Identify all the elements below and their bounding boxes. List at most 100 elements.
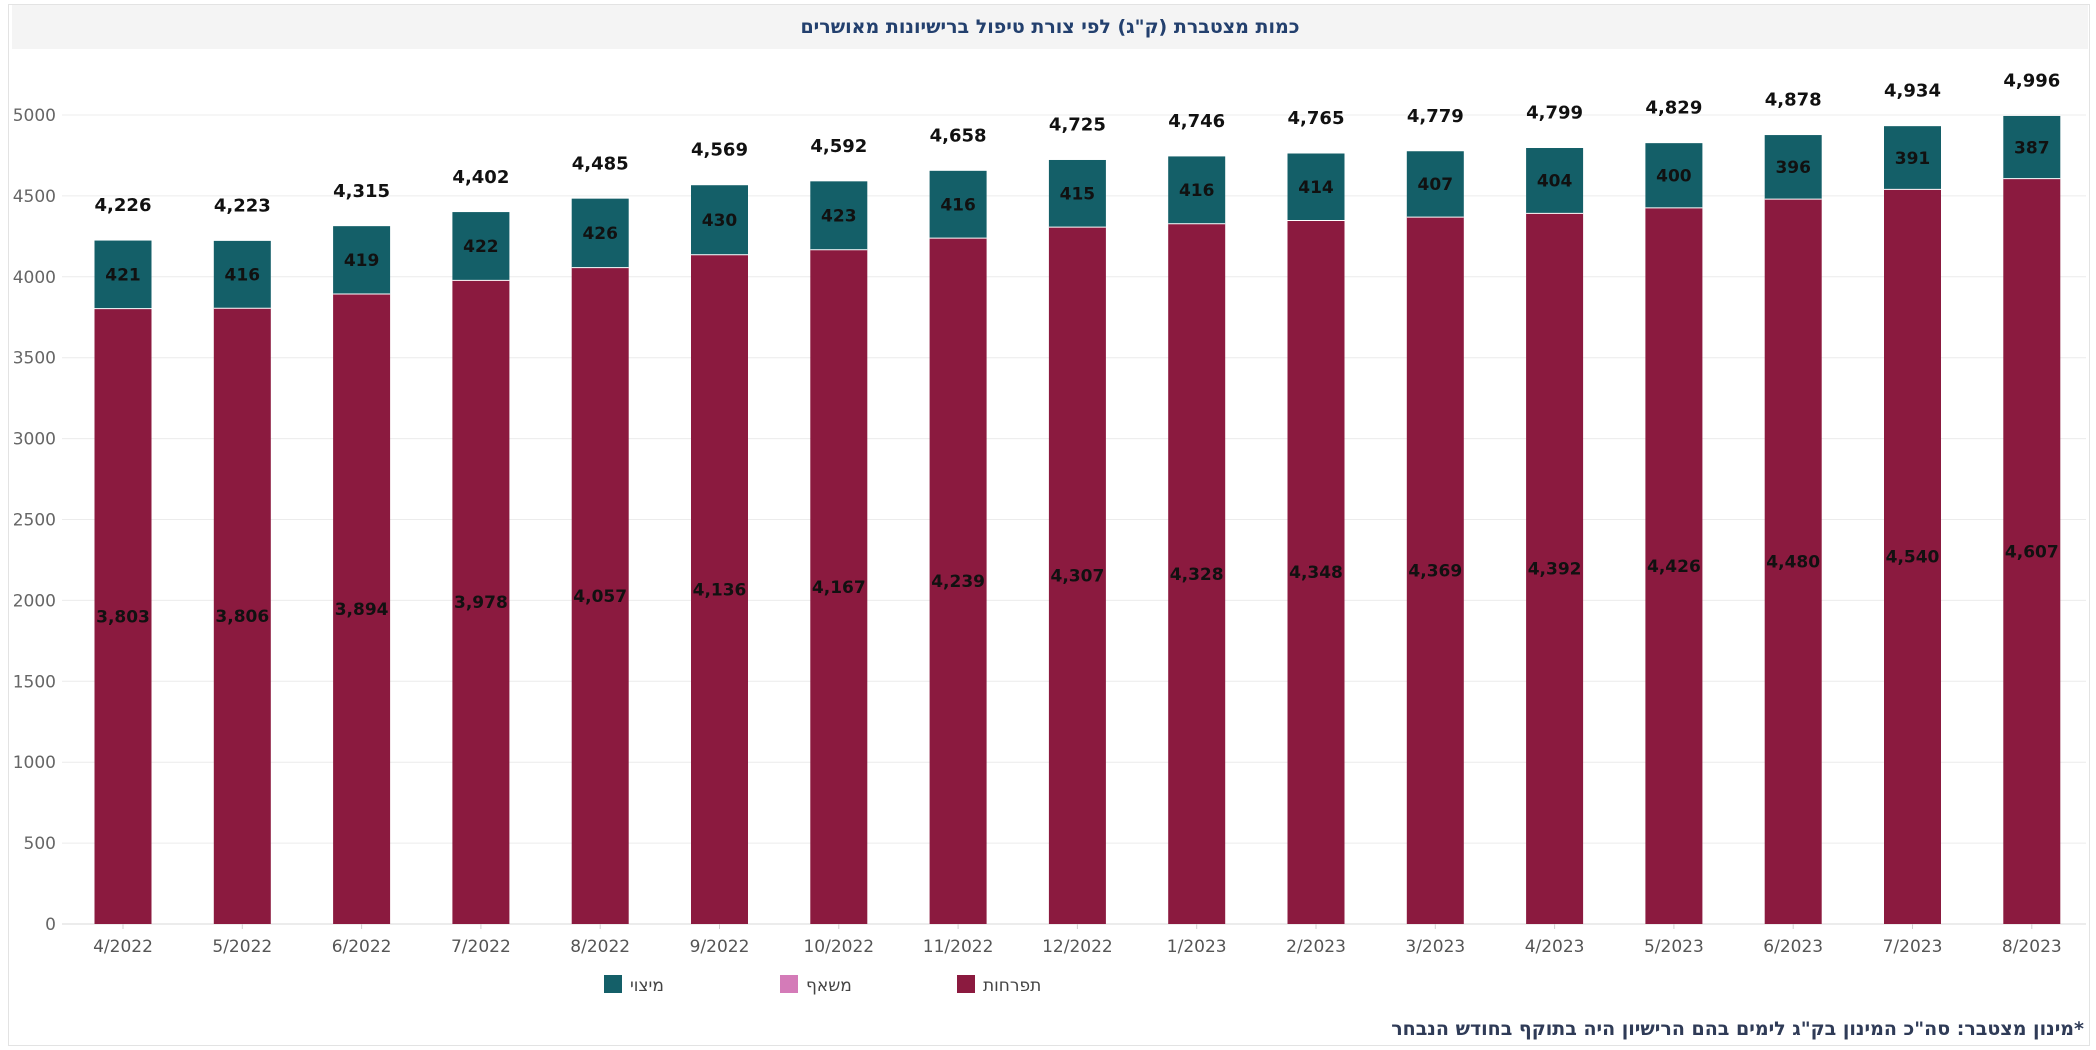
legend-item[interactable]: משאף xyxy=(780,975,852,996)
total-value-label: 4,223 xyxy=(214,196,271,217)
bar-segment[interactable] xyxy=(571,267,629,924)
total-value-label: 4,315 xyxy=(333,181,390,202)
x-tick-label: 6/2022 xyxy=(332,937,392,957)
y-tick-label: 2000 xyxy=(13,591,56,611)
x-tick-label: 2/2023 xyxy=(1286,937,1346,957)
total-value-label: 4,934 xyxy=(1884,81,1941,102)
x-tick-label: 1/2023 xyxy=(1167,937,1227,957)
bar-segment[interactable] xyxy=(1526,148,1584,214)
bar-segment[interactable] xyxy=(333,293,391,924)
segment-value-label: 391 xyxy=(1895,149,1931,169)
x-tick-label: 5/2022 xyxy=(212,937,272,957)
bar-segment[interactable] xyxy=(1287,220,1345,925)
bar-segment[interactable] xyxy=(1645,143,1703,208)
bar-segment[interactable] xyxy=(1764,199,1822,925)
segment-value-label: 3,803 xyxy=(96,607,150,627)
y-tick-label: 4500 xyxy=(13,187,56,207)
segment-value-label: 4,426 xyxy=(1647,557,1701,577)
y-tick-label: 3000 xyxy=(13,430,56,450)
total-value-label: 4,569 xyxy=(691,140,748,161)
segment-value-label: 4,540 xyxy=(1886,548,1940,568)
segment-value-label: 3,978 xyxy=(454,593,508,613)
segment-value-label: 416 xyxy=(1179,181,1215,201)
total-value-label: 4,996 xyxy=(2003,71,2060,92)
y-tick-label: 1000 xyxy=(13,753,56,773)
x-tick-label: 12/2022 xyxy=(1042,937,1113,957)
legend-label: מיצוי xyxy=(630,976,664,996)
bar-segment[interactable] xyxy=(691,254,748,925)
bar-segment[interactable] xyxy=(213,308,271,924)
segment-value-label: 4,348 xyxy=(1289,563,1343,583)
total-value-label: 4,829 xyxy=(1645,98,1702,119)
legend-item[interactable]: מיצוי xyxy=(604,975,664,996)
chart-title: כמות מצטברת (ק"ג) לפי צורת טיפול ברישיונ… xyxy=(800,16,1300,38)
bar-segment[interactable] xyxy=(2003,115,2061,179)
x-tick-label: 7/2023 xyxy=(1883,937,1943,957)
bar-segment[interactable] xyxy=(2003,178,2061,924)
legend-item[interactable]: תפרחות xyxy=(957,975,1041,996)
bar-segment[interactable] xyxy=(1645,207,1703,925)
bar-segment[interactable] xyxy=(452,280,510,924)
segment-value-label: 415 xyxy=(1060,185,1096,205)
bars xyxy=(94,115,2061,925)
bar-segment[interactable] xyxy=(333,226,391,294)
segment-value-label: 387 xyxy=(2014,138,2050,158)
legend[interactable]: מיצוי משאף תפרחות xyxy=(604,975,1041,996)
segment-value-label: 4,369 xyxy=(1408,562,1462,582)
y-tick-label: 5000 xyxy=(13,106,56,126)
legend-swatch xyxy=(957,975,975,993)
bar-segment[interactable] xyxy=(1884,189,1941,925)
bar-segment[interactable] xyxy=(1884,126,1941,190)
segment-value-label: 404 xyxy=(1537,172,1573,192)
bar-segment[interactable] xyxy=(1526,213,1584,925)
bar-segment[interactable] xyxy=(94,240,152,309)
segment-value-label: 423 xyxy=(821,207,857,227)
legend-swatch xyxy=(780,975,798,993)
bar-segment[interactable] xyxy=(1406,217,1464,924)
segment-value-label: 4,136 xyxy=(693,580,747,600)
segment-value-label: 407 xyxy=(1418,175,1454,195)
bar-segment[interactable] xyxy=(810,249,868,924)
x-tick-label: 9/2022 xyxy=(690,937,750,957)
y-tick-label: 3500 xyxy=(13,349,56,369)
legend-label: משאף xyxy=(806,976,852,996)
total-value-label: 4,765 xyxy=(1288,108,1345,129)
bar-segment[interactable] xyxy=(1406,151,1464,218)
total-value-label: 4,779 xyxy=(1407,106,1464,127)
segment-value-label: 416 xyxy=(225,266,261,286)
y-tick-label: 2500 xyxy=(13,511,56,531)
bar-segment[interactable] xyxy=(691,185,748,255)
bar-segment[interactable] xyxy=(213,240,271,309)
x-tick-label: 10/2022 xyxy=(803,937,874,957)
y-tick-label: 0 xyxy=(45,915,56,935)
bar-segment[interactable] xyxy=(929,238,987,924)
segment-value-label: 416 xyxy=(940,195,976,215)
total-value-label: 4,746 xyxy=(1168,111,1225,132)
total-value-label: 4,226 xyxy=(95,195,152,216)
bar-segment[interactable] xyxy=(810,181,868,250)
total-value-label: 4,878 xyxy=(1765,90,1822,111)
bar-segment[interactable] xyxy=(571,198,629,268)
segment-value-label: 422 xyxy=(463,237,499,257)
bar-segment[interactable] xyxy=(1168,156,1226,224)
legend-swatch xyxy=(604,975,622,993)
bar-segment[interactable] xyxy=(1287,153,1345,221)
segment-value-label: 430 xyxy=(702,211,738,231)
bar-segment[interactable] xyxy=(1048,159,1106,228)
y-axis: 0 500 1000 1500 2000 2500 3000 3500 4000 4500 5000 xyxy=(13,106,56,935)
total-value-label: 4,485 xyxy=(572,153,629,174)
x-tick-label: 11/2022 xyxy=(923,937,994,957)
y-tick-label: 4000 xyxy=(13,268,56,288)
segment-value-label: 419 xyxy=(344,251,380,271)
segment-value-label: 4,607 xyxy=(2005,542,2059,562)
bar-segment[interactable] xyxy=(929,170,987,239)
bar-segment[interactable] xyxy=(452,212,510,281)
segment-value-label: 4,307 xyxy=(1051,567,1105,587)
bar-segment[interactable] xyxy=(1764,135,1822,200)
bar-segment[interactable] xyxy=(1048,227,1106,925)
bar-segment[interactable] xyxy=(1168,223,1226,924)
segment-value-label: 4,167 xyxy=(812,578,866,598)
total-value-label: 4,658 xyxy=(930,125,987,146)
bar-segment[interactable] xyxy=(94,308,152,925)
